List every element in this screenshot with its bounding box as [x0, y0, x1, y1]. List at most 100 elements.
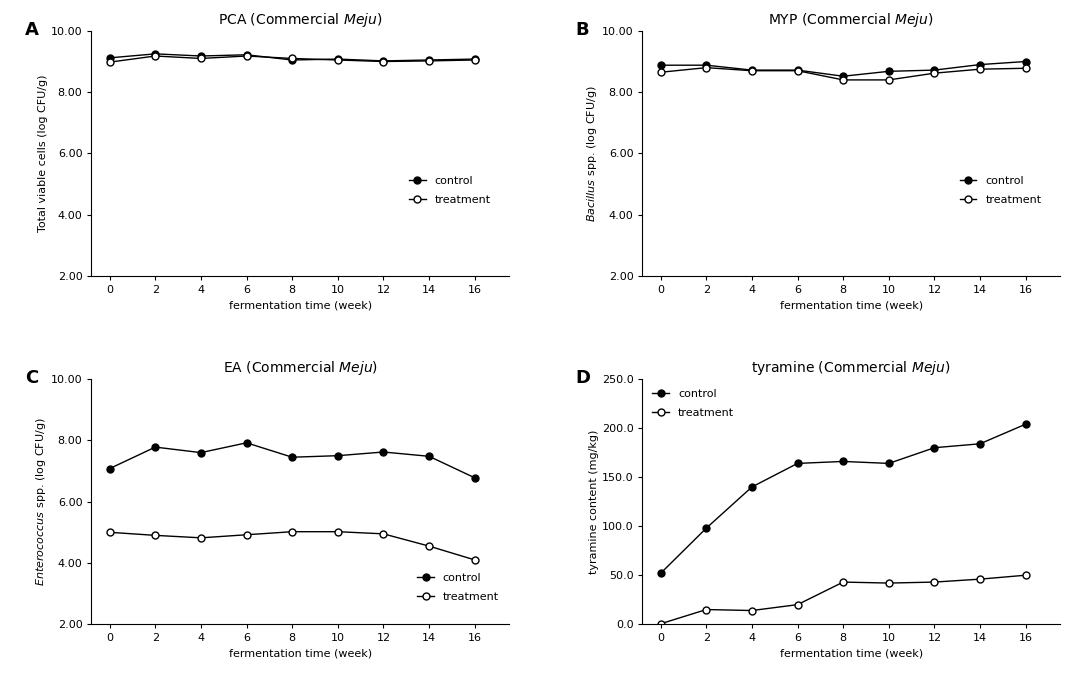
control	[746, 483, 759, 491]
control	[654, 569, 667, 578]
control	[240, 438, 253, 447]
control	[928, 444, 940, 452]
Line: control: control	[657, 58, 1029, 80]
control	[974, 60, 987, 69]
control	[699, 524, 712, 532]
control	[837, 458, 850, 466]
control	[1019, 58, 1032, 66]
treatment	[928, 69, 940, 78]
treatment	[286, 54, 299, 62]
control	[423, 56, 436, 64]
treatment	[195, 54, 208, 62]
treatment	[423, 57, 436, 65]
control	[286, 56, 299, 64]
control	[654, 61, 667, 69]
treatment	[377, 58, 390, 66]
control	[882, 67, 895, 75]
Line: treatment: treatment	[107, 528, 478, 563]
control	[1019, 420, 1032, 428]
control	[699, 61, 712, 69]
Y-axis label: tyramine content (mg/kg): tyramine content (mg/kg)	[589, 429, 599, 574]
treatment	[791, 600, 804, 608]
control	[148, 443, 161, 451]
Y-axis label: Total viable cells (log CFU/g): Total viable cells (log CFU/g)	[38, 75, 48, 233]
treatment	[1019, 64, 1032, 73]
treatment	[746, 67, 759, 75]
control	[286, 453, 299, 461]
treatment	[240, 531, 253, 539]
treatment	[331, 56, 344, 64]
treatment	[974, 575, 987, 583]
treatment	[468, 56, 481, 64]
treatment	[195, 534, 208, 542]
control	[791, 460, 804, 468]
Line: treatment: treatment	[657, 64, 1029, 84]
control	[377, 57, 390, 65]
Text: D: D	[576, 369, 591, 388]
treatment	[699, 64, 712, 72]
Line: control: control	[657, 421, 1029, 577]
treatment	[148, 531, 161, 539]
X-axis label: fermentation time (week): fermentation time (week)	[780, 300, 923, 311]
Line: control: control	[107, 439, 478, 481]
control	[791, 66, 804, 74]
control	[882, 460, 895, 468]
treatment	[103, 528, 116, 536]
treatment	[699, 606, 712, 614]
X-axis label: fermentation time (week): fermentation time (week)	[228, 649, 371, 659]
control	[746, 66, 759, 74]
control	[331, 55, 344, 63]
treatment	[928, 578, 940, 587]
Text: B: B	[576, 21, 590, 39]
treatment	[1019, 571, 1032, 580]
control	[837, 72, 850, 80]
treatment	[791, 67, 804, 75]
control	[195, 449, 208, 457]
control	[103, 54, 116, 62]
treatment	[654, 68, 667, 76]
treatment	[746, 606, 759, 615]
Legend: control, treatment: control, treatment	[405, 172, 495, 209]
control	[331, 451, 344, 460]
Title: PCA (Commercial $\it{Meju}$): PCA (Commercial $\it{Meju}$)	[218, 11, 382, 29]
Line: treatment: treatment	[107, 53, 478, 66]
treatment	[837, 75, 850, 84]
control	[928, 66, 940, 74]
Title: tyramine (Commercial $\it{Meju}$): tyramine (Commercial $\it{Meju}$)	[751, 359, 951, 377]
X-axis label: fermentation time (week): fermentation time (week)	[228, 300, 371, 311]
treatment	[286, 528, 299, 536]
Y-axis label: $\it{Bacillus}$ spp. (log CFU/g): $\it{Bacillus}$ spp. (log CFU/g)	[585, 85, 599, 222]
treatment	[882, 75, 895, 84]
Y-axis label: $\it{Enterococcus}$ spp. (log CFU/g): $\it{Enterococcus}$ spp. (log CFU/g)	[34, 417, 48, 586]
control	[423, 452, 436, 460]
treatment	[331, 528, 344, 536]
Legend: control, treatment: control, treatment	[955, 172, 1046, 209]
Legend: control, treatment: control, treatment	[648, 385, 738, 423]
control	[974, 440, 987, 448]
treatment	[240, 52, 253, 60]
X-axis label: fermentation time (week): fermentation time (week)	[780, 649, 923, 659]
control	[468, 473, 481, 482]
control	[103, 464, 116, 473]
Text: C: C	[25, 369, 38, 388]
control	[468, 55, 481, 63]
Line: treatment: treatment	[657, 571, 1029, 627]
treatment	[148, 52, 161, 60]
control	[148, 50, 161, 58]
treatment	[882, 579, 895, 587]
treatment	[837, 578, 850, 587]
treatment	[423, 542, 436, 550]
Text: A: A	[25, 21, 39, 39]
Line: control: control	[107, 50, 478, 64]
treatment	[974, 65, 987, 73]
treatment	[468, 556, 481, 564]
control	[195, 52, 208, 60]
treatment	[654, 619, 667, 628]
treatment	[103, 58, 116, 67]
control	[240, 51, 253, 59]
control	[377, 448, 390, 456]
Legend: control, treatment: control, treatment	[413, 569, 504, 606]
Title: EA (Commercial $\it{Meju}$): EA (Commercial $\it{Meju}$)	[223, 359, 378, 377]
Title: MYP (Commercial $\it{Meju}$): MYP (Commercial $\it{Meju}$)	[768, 11, 934, 29]
treatment	[377, 530, 390, 538]
